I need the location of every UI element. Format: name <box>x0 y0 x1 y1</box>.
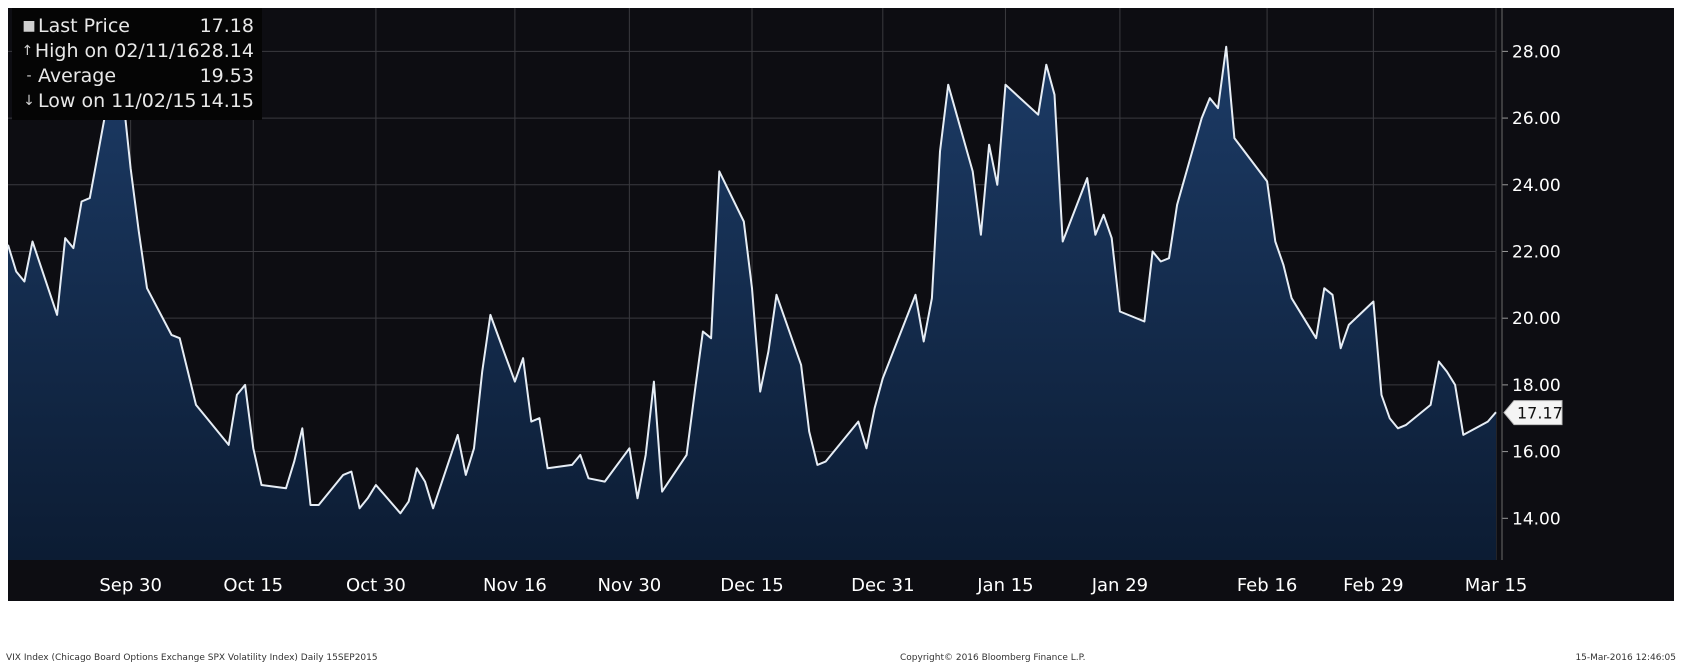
y-tick-label: 28.00 <box>1512 42 1561 62</box>
down-arrow-icon: ↓ <box>23 93 35 109</box>
legend-value: 19.53 <box>199 65 254 87</box>
footer-copyright: Copyright© 2016 Bloomberg Finance L.P. <box>900 653 1086 663</box>
last-value-label: 17.17 <box>1517 404 1563 423</box>
series-line-path <box>7 45 1497 515</box>
x-tick-label: Jan 29 <box>1091 575 1148 596</box>
y-tick-label: 14.00 <box>1512 509 1561 529</box>
x-axis: Sep 30 Oct 15 Oct 30 Nov 16 Nov 30 Dec 15 Dec … <box>99 575 1527 619</box>
y-tick-label: 22.00 <box>1512 242 1561 262</box>
legend-box: ■ Last Price 17.18 ↑ High on 02/11/16 28… <box>12 8 262 120</box>
legend-value: 17.18 <box>199 15 254 37</box>
legend-value: 28.14 <box>199 40 254 62</box>
x-tick-label: Feb 29 <box>1343 575 1404 596</box>
legend-label: High on 02/11/16 <box>34 40 200 62</box>
last-value-badge <box>1503 400 1563 426</box>
square-marker-icon: ■ <box>22 18 36 34</box>
y-axis-panel <box>1502 8 1674 601</box>
x-year-label: 2016 <box>1179 598 1225 619</box>
dash-marker-icon: - <box>26 68 32 84</box>
x-tick-label: Feb 16 <box>1237 575 1298 596</box>
x-tick-label: Sep 30 <box>99 575 162 596</box>
x-tick-label: Mar 15 <box>1465 575 1528 596</box>
y-tick-label: 24.00 <box>1512 176 1561 196</box>
legend-label: Average <box>38 65 117 87</box>
legend-row-high: ↑ High on 02/11/16 28.14 <box>20 39 254 64</box>
x-tick-label: Nov 16 <box>483 575 547 596</box>
legend-row-last-price: ■ Last Price 17.18 <box>20 14 254 39</box>
x-tick-label: Dec 15 <box>720 575 783 596</box>
x-tick-label: Nov 30 <box>597 575 661 596</box>
x-tick-label: Oct 30 <box>346 575 406 596</box>
x-tick-label: Oct 15 <box>223 575 283 596</box>
series-area-fill <box>8 46 1496 560</box>
x-tick-label: Jan 15 <box>976 575 1033 596</box>
x-year-label: 2015 <box>418 598 464 619</box>
legend-label: Last Price <box>38 15 130 37</box>
last-value-callout: 17.17 <box>1503 400 1563 426</box>
legend-row-low: ↓ Low on 11/02/15 14.15 <box>20 89 254 114</box>
up-arrow-icon: ↑ <box>21 43 34 59</box>
legend-value: 14.15 <box>199 90 254 112</box>
series-line <box>7 45 1497 515</box>
series-area <box>8 46 1496 560</box>
y-axis: 14.00 16.00 18.00 20.00 22.00 24.00 26.00 28.00… <box>1501 8 1563 560</box>
legend-row-average: - Average 19.53 <box>20 64 254 89</box>
y-tick-label: 18.00 <box>1512 376 1561 396</box>
footer-index-description: VIX Index (Chicago Board Options Exchang… <box>6 653 378 663</box>
y-tick-label: 20.00 <box>1512 309 1561 329</box>
legend-label: Low on 11/02/15 <box>38 90 197 112</box>
x-tick-label: Dec 31 <box>851 575 914 596</box>
footer-timestamp: 15-Mar-2016 12:46:05 <box>1575 653 1676 663</box>
y-tick-label: 16.00 <box>1512 443 1561 463</box>
y-tick-label: 26.00 <box>1512 109 1561 129</box>
